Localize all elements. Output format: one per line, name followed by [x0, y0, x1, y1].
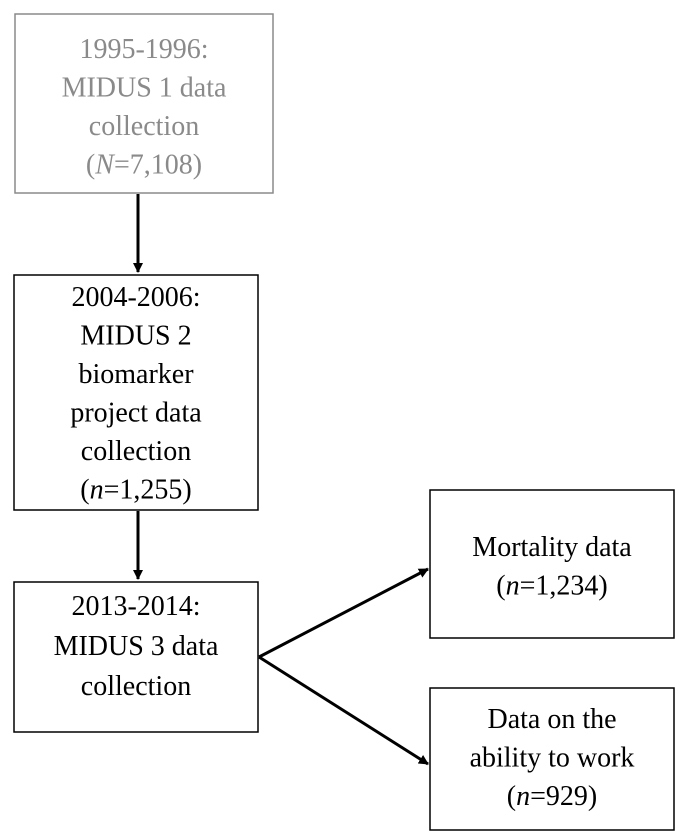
- label-run: (: [80, 475, 89, 506]
- node-label: project data: [70, 398, 202, 429]
- node-box: [429, 687, 675, 831]
- node-label: 1995-1996:: [79, 34, 208, 65]
- label-run: n: [90, 475, 104, 506]
- node-label: MIDUS 3 data: [54, 631, 219, 662]
- label-run: =1,255): [104, 475, 192, 506]
- label-run: 2013-2014:: [71, 591, 200, 622]
- node-label: MIDUS 2: [80, 321, 191, 352]
- label-run: n: [516, 781, 530, 812]
- node-label: biomarker: [78, 359, 194, 390]
- node-label: (n=1,255): [80, 475, 191, 506]
- label-run: =929): [530, 781, 597, 812]
- label-run: MIDUS 3 data: [54, 631, 219, 662]
- node-label: MIDUS 1 data: [62, 73, 227, 104]
- arrow: [258, 655, 429, 766]
- label-run: (: [507, 781, 516, 812]
- label-run: n: [506, 571, 520, 602]
- label-run: collection: [89, 111, 199, 142]
- node-label: collection: [81, 671, 191, 702]
- label-run: Mortality data: [472, 532, 632, 563]
- label-run: MIDUS 1 data: [62, 73, 227, 104]
- node-label: 2004-2006:: [71, 282, 200, 313]
- node-label: collection: [89, 111, 199, 142]
- label-run: =1,234): [520, 571, 608, 602]
- node-label: ability to work: [470, 743, 635, 774]
- label-run: MIDUS 2: [80, 321, 191, 352]
- label-run: 1995-1996:: [79, 34, 208, 65]
- node-label: Data on the: [487, 704, 616, 735]
- label-run: =7,108): [114, 150, 202, 181]
- node-label: (N=7,108): [86, 150, 202, 181]
- label-run: Data on the: [487, 704, 616, 735]
- label-run: collection: [81, 671, 191, 702]
- node-label: Mortality data: [472, 532, 632, 563]
- node-box: [13, 581, 259, 733]
- label-run: ability to work: [470, 743, 635, 774]
- label-run: collection: [81, 436, 191, 467]
- node-box: [14, 13, 274, 194]
- node-label: 2013-2014:: [71, 591, 200, 622]
- node-label: (n=929): [507, 781, 597, 812]
- node-label: collection: [81, 436, 191, 467]
- label-run: (: [496, 571, 505, 602]
- node-box: [429, 489, 675, 639]
- arrow: [258, 567, 429, 659]
- label-run: N: [94, 150, 115, 181]
- node-label: (n=1,234): [496, 571, 607, 602]
- label-run: biomarker: [78, 359, 194, 390]
- label-run: (: [86, 150, 95, 181]
- label-run: project data: [70, 398, 202, 429]
- node-box: [13, 274, 259, 511]
- label-run: 2004-2006:: [71, 282, 200, 313]
